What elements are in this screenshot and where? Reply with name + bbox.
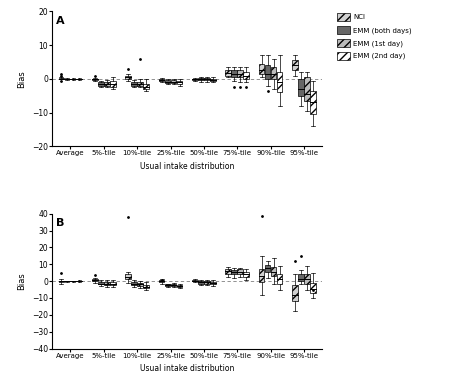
Bar — [210, 79, 216, 80]
Bar — [310, 283, 316, 293]
Bar — [310, 91, 316, 114]
Legend: NCI, EMM (both days), EMM (1st day), EMM (2nd day): NCI, EMM (both days), EMM (1st day), EMM… — [337, 12, 412, 60]
Bar — [265, 65, 271, 79]
Bar — [298, 79, 304, 96]
Text: B: B — [56, 218, 64, 228]
Bar — [292, 61, 298, 70]
Bar — [159, 79, 164, 80]
Bar — [226, 269, 231, 273]
Bar — [271, 67, 276, 79]
Bar — [304, 273, 310, 285]
Bar — [131, 282, 137, 285]
Bar — [277, 72, 283, 92]
X-axis label: Usual intake distribution: Usual intake distribution — [140, 364, 235, 373]
Bar — [59, 281, 64, 282]
Bar — [171, 80, 176, 83]
Bar — [231, 270, 237, 274]
Bar — [298, 274, 304, 281]
Bar — [204, 78, 210, 80]
X-axis label: Usual intake distribution: Usual intake distribution — [140, 162, 235, 171]
Bar — [259, 64, 264, 74]
Bar — [143, 84, 149, 89]
Bar — [198, 281, 204, 284]
Bar — [177, 80, 182, 84]
Bar — [159, 280, 164, 282]
Bar — [59, 78, 64, 79]
Bar — [110, 80, 116, 87]
Bar — [177, 285, 182, 287]
Bar — [265, 265, 271, 272]
Bar — [165, 80, 170, 83]
Bar — [98, 82, 104, 86]
Bar — [131, 82, 137, 86]
Bar — [104, 82, 109, 86]
Bar — [271, 267, 276, 276]
Bar — [226, 70, 231, 75]
Bar — [210, 282, 216, 285]
Bar — [237, 70, 243, 77]
Bar — [231, 70, 237, 77]
Bar — [192, 79, 198, 80]
Bar — [192, 280, 198, 281]
Bar — [98, 282, 104, 285]
Bar — [104, 282, 109, 285]
Bar — [198, 78, 204, 80]
Bar — [143, 285, 149, 288]
Bar — [244, 72, 249, 79]
Bar — [125, 75, 131, 79]
Bar — [277, 273, 283, 284]
Bar — [92, 79, 98, 80]
Bar — [110, 282, 116, 285]
Bar — [92, 280, 98, 281]
Bar — [165, 285, 170, 286]
Bar — [244, 272, 249, 277]
Bar — [204, 281, 210, 284]
Text: A: A — [56, 16, 65, 26]
Bar — [292, 285, 298, 301]
Y-axis label: Bias: Bias — [18, 70, 27, 88]
Bar — [237, 269, 243, 273]
Bar — [304, 77, 310, 101]
Bar — [259, 269, 264, 282]
Y-axis label: Bias: Bias — [17, 272, 26, 290]
Bar — [137, 283, 143, 286]
Bar — [171, 285, 176, 286]
Bar — [137, 82, 143, 86]
Bar — [77, 281, 82, 282]
Bar — [125, 274, 131, 280]
